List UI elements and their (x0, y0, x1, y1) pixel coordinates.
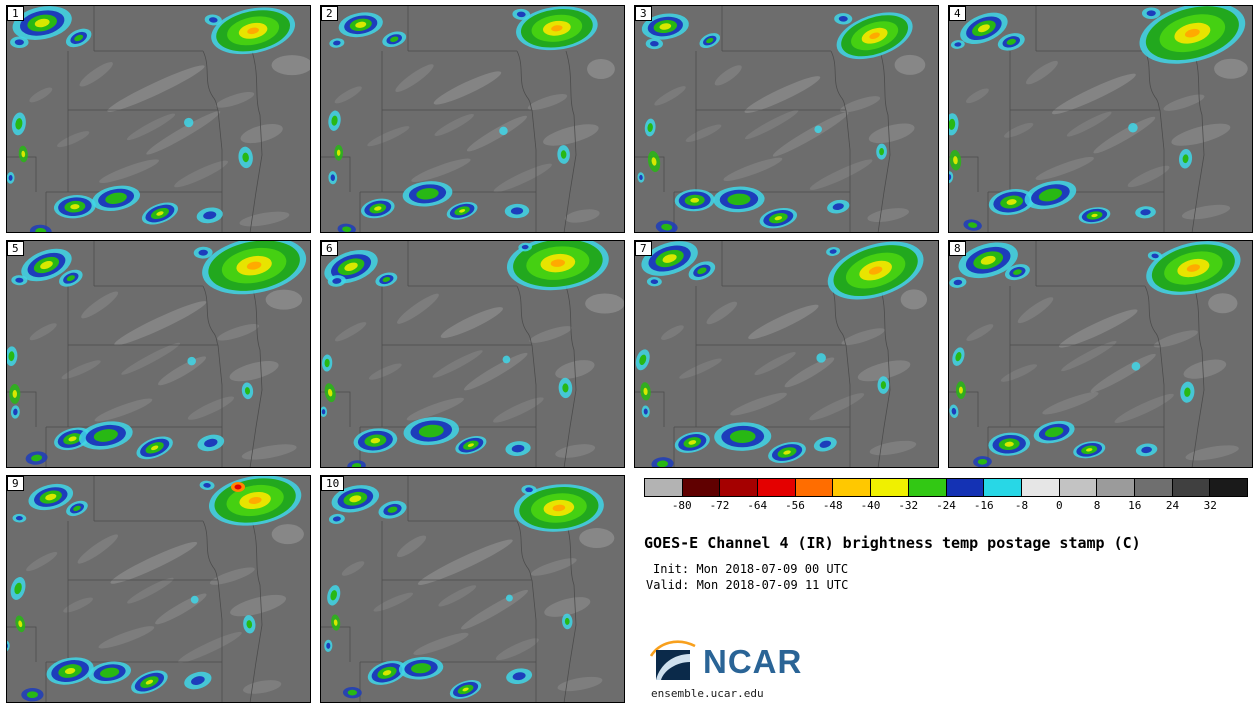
satellite-ir-map (320, 240, 625, 468)
colorbar-tick-label: -64 (747, 499, 768, 512)
colorbar-tick-label: -16 (973, 499, 994, 512)
satellite-ir-map (634, 5, 939, 233)
colorbar-segment (871, 479, 909, 496)
member-number-badge: 5 (7, 241, 24, 256)
colorbar-segment (795, 479, 834, 496)
member-number-badge: 6 (321, 241, 338, 256)
member-number-badge: 1 (7, 6, 24, 21)
colorbar-ticks: -80 -72 -64 -56 -48 -40 -32 -24 -16 -8 0 8 16 24 32 (644, 499, 1248, 513)
satellite-ir-map (6, 240, 311, 468)
colorbar-tick-label: -8 (1014, 499, 1029, 512)
member-number-badge: 8 (949, 241, 966, 256)
postage-stamp-panel: 4 (948, 5, 1253, 233)
colorbar-segment (833, 479, 872, 496)
colorbar-tick-label: -24 (936, 499, 956, 512)
member-number-badge: 2 (321, 6, 338, 21)
colorbar (644, 478, 1248, 497)
colorbar-segment (984, 479, 1022, 496)
colorbar-tick-label: -80 (671, 499, 692, 512)
branding: NCAR (650, 640, 802, 682)
ncar-logo-icon (650, 640, 696, 680)
figure-title: GOES-E Channel 4 (IR) brightness temp po… (644, 534, 1141, 552)
colorbar-tick-label: 32 (1203, 499, 1217, 512)
satellite-ir-map (6, 475, 311, 703)
colorbar-segment (1172, 479, 1211, 496)
legend-block: -80 -72 -64 -56 -48 -40 -32 -24 -16 -8 0 8 16 24 32 GO… (644, 478, 1254, 703)
colorbar-segment (1059, 479, 1098, 496)
colorbar-segment (946, 479, 985, 496)
colorbar-tick-label: -48 (822, 499, 843, 512)
satellite-ir-map (634, 240, 939, 468)
colorbar-segment (1134, 479, 1173, 496)
postage-stamp-panel: 3 (634, 5, 939, 233)
colorbar-tick-label: -56 (785, 499, 805, 512)
satellite-ir-map (320, 475, 625, 703)
postage-stamp-panel: 2 (320, 5, 625, 233)
postage-stamp-panel: 7 (634, 240, 939, 468)
colorbar-segment (908, 479, 947, 496)
colorbar-segment (682, 479, 721, 496)
colorbar-segment (720, 479, 759, 496)
postage-stamp-panel: 10 (320, 475, 625, 703)
colorbar-segment (758, 479, 796, 496)
member-number-badge: 7 (635, 241, 652, 256)
init-time: Init: Mon 2018-07-09 00 UTC (653, 562, 849, 576)
site-url: ensemble.ucar.edu (651, 687, 764, 700)
postage-stamp-panel: 5 (6, 240, 311, 468)
member-number-badge: 4 (949, 6, 966, 21)
colorbar-segment (645, 479, 683, 496)
colorbar-tick-label: 16 (1128, 499, 1142, 512)
colorbar-segment (1021, 479, 1060, 496)
colorbar-segment (1210, 479, 1247, 496)
postage-stamp-panel: 1 (6, 5, 311, 233)
colorbar-segment (1097, 479, 1135, 496)
member-number-badge: 10 (321, 476, 345, 491)
satellite-ir-map (6, 5, 311, 233)
colorbar-tick-label: -32 (898, 499, 919, 512)
satellite-ir-map (948, 5, 1253, 233)
postage-stamp-panel: 8 (948, 240, 1253, 468)
valid-time: Valid: Mon 2018-07-09 11 UTC (646, 578, 849, 592)
postage-stamp-panel: 9 (6, 475, 311, 703)
colorbar-tick-label: -40 (860, 499, 881, 512)
ncar-wordmark: NCAR (703, 642, 803, 680)
postage-stamp-panel: 6 (320, 240, 625, 468)
colorbar-tick-label: 0 (1055, 499, 1063, 512)
member-number-badge: 9 (7, 476, 24, 491)
colorbar-tick-label: 24 (1165, 499, 1180, 512)
colorbar-tick-label: -72 (709, 499, 730, 512)
member-number-badge: 3 (635, 6, 652, 21)
satellite-ir-map (948, 240, 1253, 468)
colorbar-tick-label: 8 (1093, 499, 1101, 512)
satellite-ir-map (320, 5, 625, 233)
